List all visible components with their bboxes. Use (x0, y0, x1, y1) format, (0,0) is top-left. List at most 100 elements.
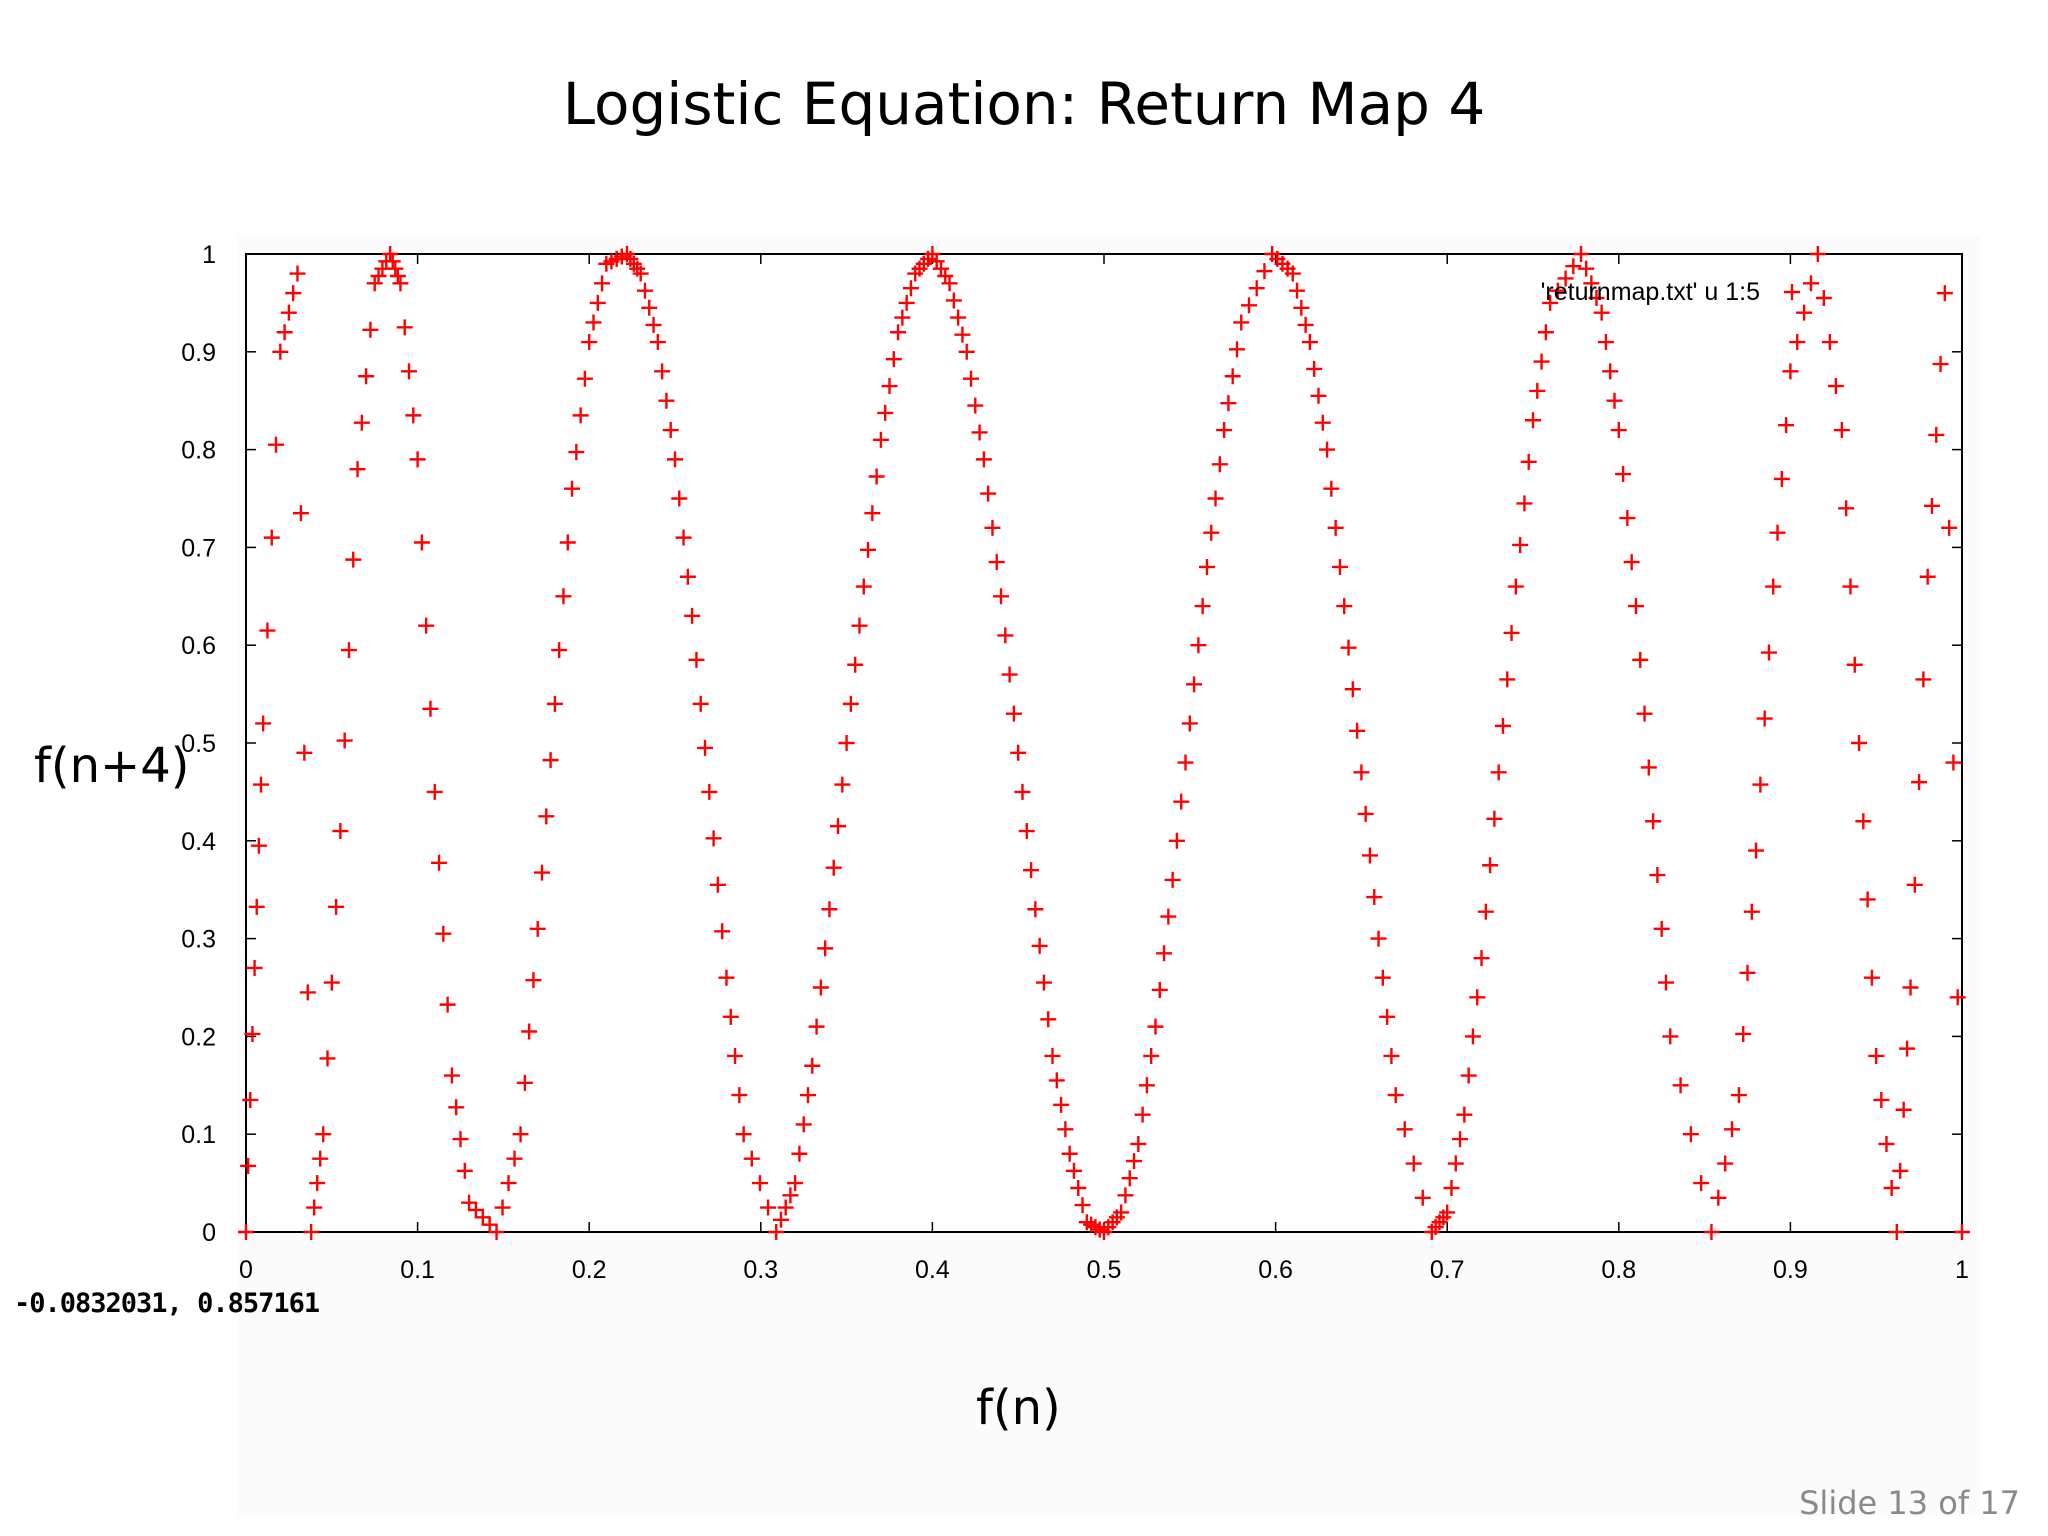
data-point (751, 1175, 768, 1192)
data-point (315, 1126, 332, 1143)
data-point (1460, 1067, 1477, 1084)
data-point (777, 1199, 794, 1216)
y-tick-label: 0.2 (181, 1023, 216, 1051)
data-point (452, 1131, 469, 1148)
data-point (743, 1150, 760, 1167)
data-point (782, 1187, 799, 1204)
data-point (1405, 1155, 1422, 1172)
data-point (312, 1150, 329, 1167)
data-point (1507, 578, 1524, 595)
data-point (1473, 950, 1490, 967)
data-point (898, 294, 915, 311)
x-tick-label: 0.1 (400, 1256, 435, 1284)
data-point (1606, 392, 1623, 409)
data-point (1636, 705, 1653, 722)
data-point (941, 275, 958, 292)
data-point (1452, 1131, 1469, 1148)
data-point (1490, 764, 1507, 781)
data-point (812, 979, 829, 996)
x-tick-label: 0.3 (743, 1256, 778, 1284)
data-point (1010, 744, 1027, 761)
data-point (697, 739, 714, 756)
data-point (285, 285, 302, 302)
data-point (494, 1199, 511, 1216)
data-point (1336, 598, 1353, 615)
data-point (1310, 387, 1327, 404)
data-point (1168, 832, 1185, 849)
data-point (860, 541, 877, 558)
data-point (1821, 334, 1838, 351)
data-point (594, 275, 611, 292)
data-point (799, 1087, 816, 1104)
data-point (253, 776, 270, 793)
data-point (1748, 842, 1765, 859)
data-point (1525, 412, 1541, 429)
data-point (1623, 554, 1640, 571)
data-point (950, 309, 967, 326)
data-point (881, 378, 898, 395)
data-point (1349, 722, 1366, 739)
data-point (250, 837, 267, 854)
data-point (1207, 490, 1224, 507)
data-point (1682, 1126, 1699, 1143)
data-point (688, 651, 705, 668)
scatter-points (238, 246, 1970, 1240)
data-point (1588, 290, 1605, 307)
data-point (1662, 1028, 1679, 1045)
data-point (1846, 656, 1863, 673)
data-point (1241, 297, 1257, 314)
data-point (349, 461, 366, 478)
data-point (1297, 316, 1314, 333)
data-point (559, 534, 576, 551)
x-tick-label: 0.4 (915, 1256, 950, 1284)
data-point (1216, 422, 1233, 439)
data-point (1878, 1135, 1895, 1152)
data-point (1954, 1224, 1970, 1240)
data-point (817, 940, 834, 957)
data-point (1057, 1121, 1074, 1138)
data-point (248, 898, 265, 915)
data-point (1789, 334, 1806, 351)
data-point (1138, 1077, 1155, 1094)
data-point (787, 1175, 804, 1192)
data-point (684, 607, 701, 624)
y-tick-label: 0.5 (181, 730, 216, 758)
y-tick-label: 0.9 (181, 339, 216, 367)
data-point (1486, 810, 1503, 827)
data-point (353, 414, 370, 431)
data-point (1374, 969, 1391, 986)
data-point (1796, 304, 1813, 321)
data-point (370, 268, 387, 285)
data-point (722, 1008, 739, 1025)
data-point (332, 823, 349, 840)
data-point (1602, 363, 1619, 380)
data-point (1331, 558, 1348, 575)
data-point (894, 309, 911, 326)
data-point (263, 529, 280, 546)
data-point (1672, 1077, 1689, 1094)
data-point (855, 578, 872, 595)
data-point (1765, 578, 1782, 595)
x-tick-label: 0.9 (1773, 1256, 1808, 1284)
data-point (1256, 263, 1273, 280)
data-point (1070, 1179, 1087, 1196)
data-point (467, 1201, 484, 1218)
data-point (1040, 1011, 1057, 1028)
data-point (1883, 1179, 1900, 1196)
data-point (842, 695, 859, 712)
data-point (405, 407, 422, 424)
data-point (727, 1047, 744, 1064)
data-point (890, 324, 907, 341)
data-point (1228, 341, 1245, 358)
data-point (1851, 735, 1868, 751)
data-point (1911, 774, 1928, 791)
data-point (1549, 282, 1566, 299)
data-point (1859, 891, 1876, 908)
data-point (1557, 270, 1574, 287)
data-point (1902, 979, 1919, 996)
data-point (1724, 1121, 1741, 1138)
data-point (1649, 867, 1666, 884)
data-point (542, 752, 559, 769)
data-point (474, 1209, 491, 1226)
